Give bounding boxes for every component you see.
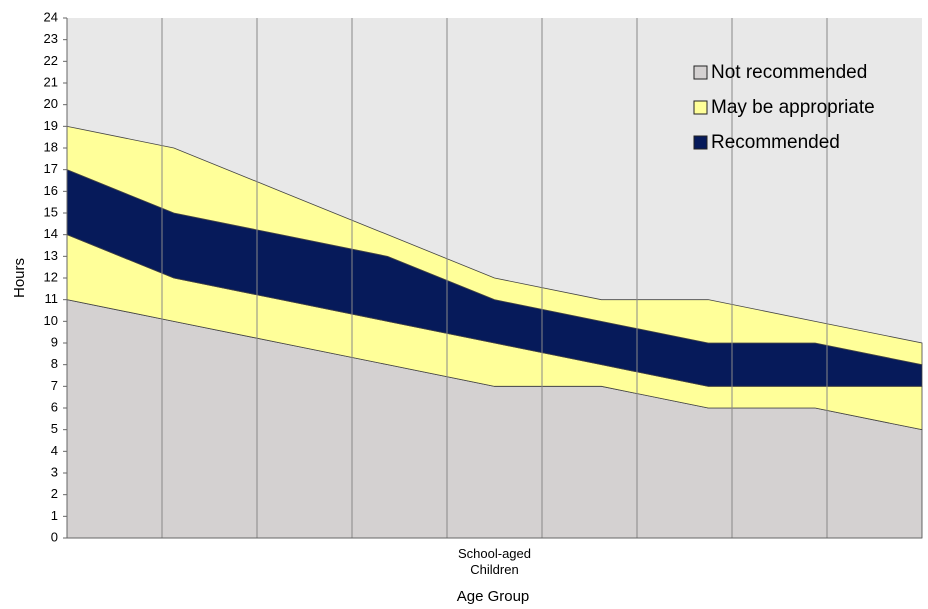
y-tick-label: 13 — [44, 248, 58, 263]
y-tick-label: 16 — [44, 183, 58, 198]
y-tick-label: 8 — [51, 356, 58, 371]
y-tick-label: 2 — [51, 486, 58, 501]
y-tick-label: 14 — [44, 226, 58, 241]
x-tick-label: School-aged Children — [458, 546, 531, 577]
y-tick-label: 20 — [44, 96, 58, 111]
y-tick-label: 6 — [51, 399, 58, 414]
legend-label: Recommended — [711, 132, 840, 153]
y-tick-label: 1 — [51, 508, 58, 523]
legend-label: May be appropriate — [711, 97, 875, 118]
y-tick-label: 23 — [44, 31, 58, 46]
legend-label: Not recommended — [711, 62, 867, 83]
y-tick-label: 12 — [44, 269, 58, 284]
y-tick-label: 24 — [44, 9, 58, 24]
y-tick-label: 4 — [51, 443, 58, 458]
y-tick-label: 15 — [44, 204, 58, 219]
area — [66, 125, 923, 366]
y-tick-label: 21 — [44, 74, 58, 89]
legend-swatch — [693, 135, 708, 150]
legend-swatch — [693, 100, 708, 115]
y-tick-label: 19 — [44, 118, 58, 133]
y-tick-label: 7 — [51, 378, 58, 393]
y-tick-label: 11 — [45, 291, 59, 306]
y-tick-label: 0 — [51, 529, 58, 544]
y-tick-label: 3 — [51, 464, 58, 479]
y-tick-label: 5 — [51, 421, 58, 436]
legend-swatch — [693, 65, 708, 80]
y-axis-label: Hours — [11, 258, 28, 298]
x-axis-label: Age Group — [457, 588, 530, 605]
y-tick-label: 9 — [51, 334, 58, 349]
y-tick-label: 18 — [44, 139, 58, 154]
y-tick-label: 10 — [44, 313, 58, 328]
y-tick-label: 22 — [44, 53, 58, 68]
y-tick-label: 17 — [44, 161, 58, 176]
